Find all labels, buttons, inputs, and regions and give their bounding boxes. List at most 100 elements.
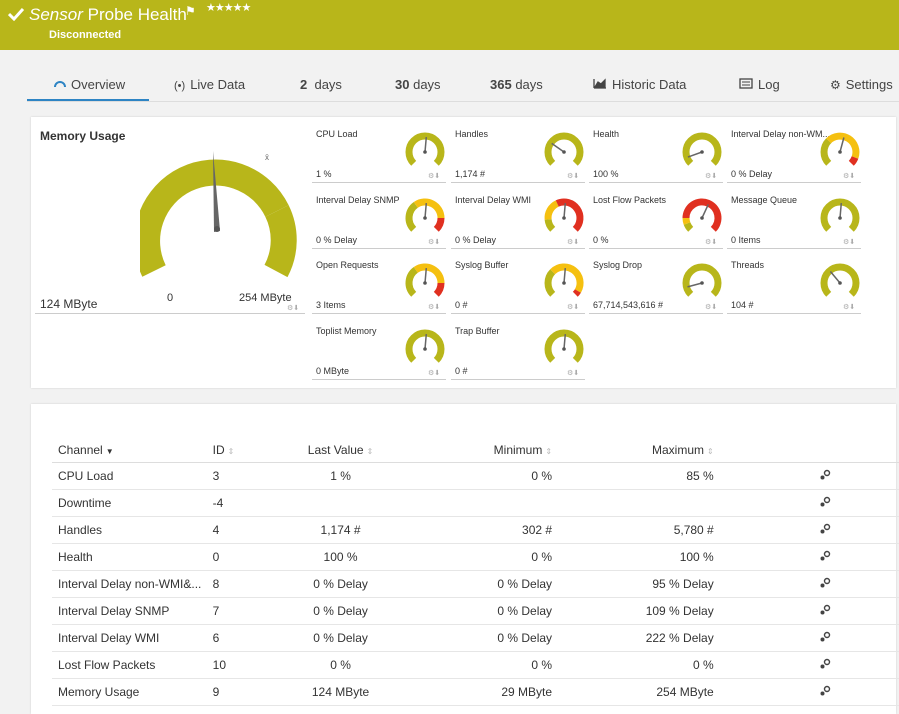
tab-2-days[interactable]: 2 days [300, 77, 342, 92]
channels-table: Channel ▼ ID ⇕ Last Value ⇕ Minimum ⇕ Maximu… [52, 438, 899, 706]
sort-icon: ⇕ [366, 447, 374, 456]
settings-pin-icon[interactable]: ⚙⬇ [428, 239, 441, 246]
channel-cell[interactable]: Handles [52, 516, 213, 544]
table-row[interactable]: Lost Flow Packets 10 0 % 0 % 0 % [52, 651, 899, 679]
channel-settings-icon[interactable] [819, 523, 831, 535]
tab-label: days [413, 77, 441, 92]
priority-stars[interactable]: ★★★★★ [206, 2, 251, 14]
memory-usage-gauge: x̄ [140, 151, 297, 278]
gauge-dial [682, 132, 722, 166]
gauge-interval-delay-non-wm[interactable]: Interval Delay non-WM... 0 % Delay ⚙⬇ [727, 129, 869, 189]
channel-cell[interactable]: Memory Usage [52, 678, 213, 706]
minimum-cell: 0 % Delay [399, 597, 567, 625]
gauge-divider [451, 182, 585, 183]
settings-pin-icon[interactable]: ⚙⬇ [843, 304, 856, 311]
minimum-cell: 302 # [399, 516, 567, 544]
table-row[interactable]: Interval Delay SNMP 7 0 % Delay 0 % Delay 10… [52, 597, 899, 625]
channel-settings-icon[interactable] [819, 685, 831, 697]
table-header-row: Channel ▼ ID ⇕ Last Value ⇕ Minimum ⇕ Maximu… [52, 438, 899, 463]
tab-label: Historic Data [612, 77, 687, 92]
gauge-interval-delay-snmp[interactable]: Interval Delay SNMP 0 % Delay ⚙⬇ [312, 195, 454, 255]
channel-settings-icon[interactable] [819, 604, 831, 616]
minimum-cell: 0 % [399, 462, 567, 490]
tab-365-days[interactable]: 365 days [490, 77, 543, 92]
settings-pin-icon[interactable]: ⚙⬇ [567, 239, 580, 246]
settings-pin-icon[interactable]: ⚙⬇ [287, 305, 300, 312]
col-channel[interactable]: Channel ▼ [52, 438, 213, 463]
table-row[interactable]: Handles 4 1,174 #302 #5,780 # [52, 516, 899, 544]
tab-settings[interactable]: ⚙ Settings [830, 77, 893, 92]
settings-pin-icon[interactable]: ⚙⬇ [705, 239, 718, 246]
channel-cell[interactable]: Interval Delay non-WMI&... [52, 570, 213, 598]
gauge-name: Interval Delay SNMP [316, 195, 400, 205]
flag-icon[interactable]: ⚑ [185, 4, 196, 18]
channel-cell[interactable]: Downtime [52, 489, 213, 517]
tab-live-data[interactable]: (•) Live Data [174, 77, 245, 92]
table-row[interactable]: Downtime -4 [52, 489, 899, 517]
table-row[interactable]: Interval Delay WMI 6 0 % Delay 0 % Delay 222… [52, 624, 899, 652]
col-label: Minimum [493, 443, 543, 457]
table-row[interactable]: Memory Usage 9 124 MByte 29 MByte 254 MByte [52, 678, 899, 706]
settings-pin-icon[interactable]: ⚙⬇ [428, 370, 441, 377]
id-cell: 3 [212, 462, 282, 490]
gauge-name: Syslog Buffer [455, 260, 509, 270]
settings-pin-icon[interactable]: ⚙⬇ [567, 370, 580, 377]
channel-cell[interactable]: Lost Flow Packets [52, 651, 213, 679]
gauge-cpu-load[interactable]: CPU Load 1 % ⚙⬇ [312, 129, 454, 189]
gauge-message-queue[interactable]: Message Queue 0 Items ⚙⬇ [727, 195, 869, 255]
tab-historic-data[interactable]: Historic Data [593, 77, 686, 92]
gauge-handles[interactable]: Handles 1,174 # ⚙⬇ [451, 129, 593, 189]
channel-settings-icon[interactable] [819, 658, 831, 670]
tab-overview[interactable]: Overview [54, 77, 125, 92]
sort-down-icon: ▼ [105, 447, 114, 456]
table-row[interactable]: CPU Load 3 1 % 0 % 85 % [52, 462, 899, 490]
tab-30-days[interactable]: 30 days [395, 77, 441, 92]
big-gauge-max: 254 MByte [239, 292, 292, 304]
gauge-health[interactable]: Health 100 % ⚙⬇ [589, 129, 731, 189]
channel-cell[interactable]: Interval Delay WMI [52, 624, 213, 652]
col-label: Last Value [307, 443, 364, 457]
gauge-syslog-drop[interactable]: Syslog Drop 67,714,543,616 # ⚙⬇ [589, 260, 731, 320]
settings-pin-icon[interactable]: ⚙⬇ [843, 239, 856, 246]
gauge-toplist-memory[interactable]: Toplist Memory 0 MByte ⚙⬇ [312, 326, 454, 386]
channel-cell[interactable]: Interval Delay SNMP [52, 597, 213, 625]
tab-log[interactable]: Log [739, 77, 780, 92]
settings-pin-icon[interactable]: ⚙⬇ [705, 173, 718, 180]
tab-num: 2 [300, 77, 308, 92]
gauge-threads[interactable]: Threads 104 # ⚙⬇ [727, 260, 869, 320]
col-label: Maximum [652, 443, 705, 457]
gauge-open-requests[interactable]: Open Requests 3 Items ⚙⬇ [312, 260, 454, 320]
channel-settings-icon[interactable] [819, 631, 831, 643]
table-row[interactable]: Health 0 100 % 0 % 100 % [52, 543, 899, 571]
channel-cell[interactable]: Health [52, 543, 213, 571]
col-minimum[interactable]: Minimum ⇕ [399, 438, 567, 463]
settings-pin-icon[interactable]: ⚙⬇ [843, 173, 856, 180]
channel-settings-cell [723, 624, 899, 652]
col-actions [723, 438, 899, 463]
channel-settings-icon[interactable] [819, 550, 831, 562]
id-cell: 10 [212, 651, 282, 679]
channel-settings-icon[interactable] [819, 577, 831, 589]
minimum-cell: 0 % [399, 543, 567, 571]
channel-cell[interactable]: CPU Load [52, 462, 213, 490]
settings-pin-icon[interactable]: ⚙⬇ [428, 304, 441, 311]
gauge-interval-delay-wmi[interactable]: Interval Delay WMI 0 % Delay ⚙⬇ [451, 195, 593, 255]
log-icon [739, 78, 753, 89]
settings-pin-icon[interactable]: ⚙⬇ [567, 304, 580, 311]
gauge-lost-flow-packets[interactable]: Lost Flow Packets 0 % ⚙⬇ [589, 195, 731, 255]
col-last-value[interactable]: Last Value ⇕ [281, 438, 400, 463]
gauge-value: 100 % [593, 169, 619, 179]
settings-pin-icon[interactable]: ⚙⬇ [705, 304, 718, 311]
gauge-dial [820, 132, 860, 166]
gauge-trap-buffer[interactable]: Trap Buffer 0 # ⚙⬇ [451, 326, 593, 386]
big-gauge-title: Memory Usage [40, 129, 126, 143]
table-row[interactable]: Interval Delay non-WMI&... 8 0 % Delay 0 % … [52, 570, 899, 598]
channel-settings-icon[interactable] [819, 469, 831, 481]
settings-pin-icon[interactable]: ⚙⬇ [428, 173, 441, 180]
col-maximum[interactable]: Maximum ⇕ [566, 438, 724, 463]
gauge-syslog-buffer[interactable]: Syslog Buffer 0 # ⚙⬇ [451, 260, 593, 320]
gauge-value: 0 # [455, 366, 468, 376]
col-id[interactable]: ID ⇕ [212, 438, 282, 463]
settings-pin-icon[interactable]: ⚙⬇ [567, 173, 580, 180]
channel-settings-icon[interactable] [819, 496, 831, 508]
